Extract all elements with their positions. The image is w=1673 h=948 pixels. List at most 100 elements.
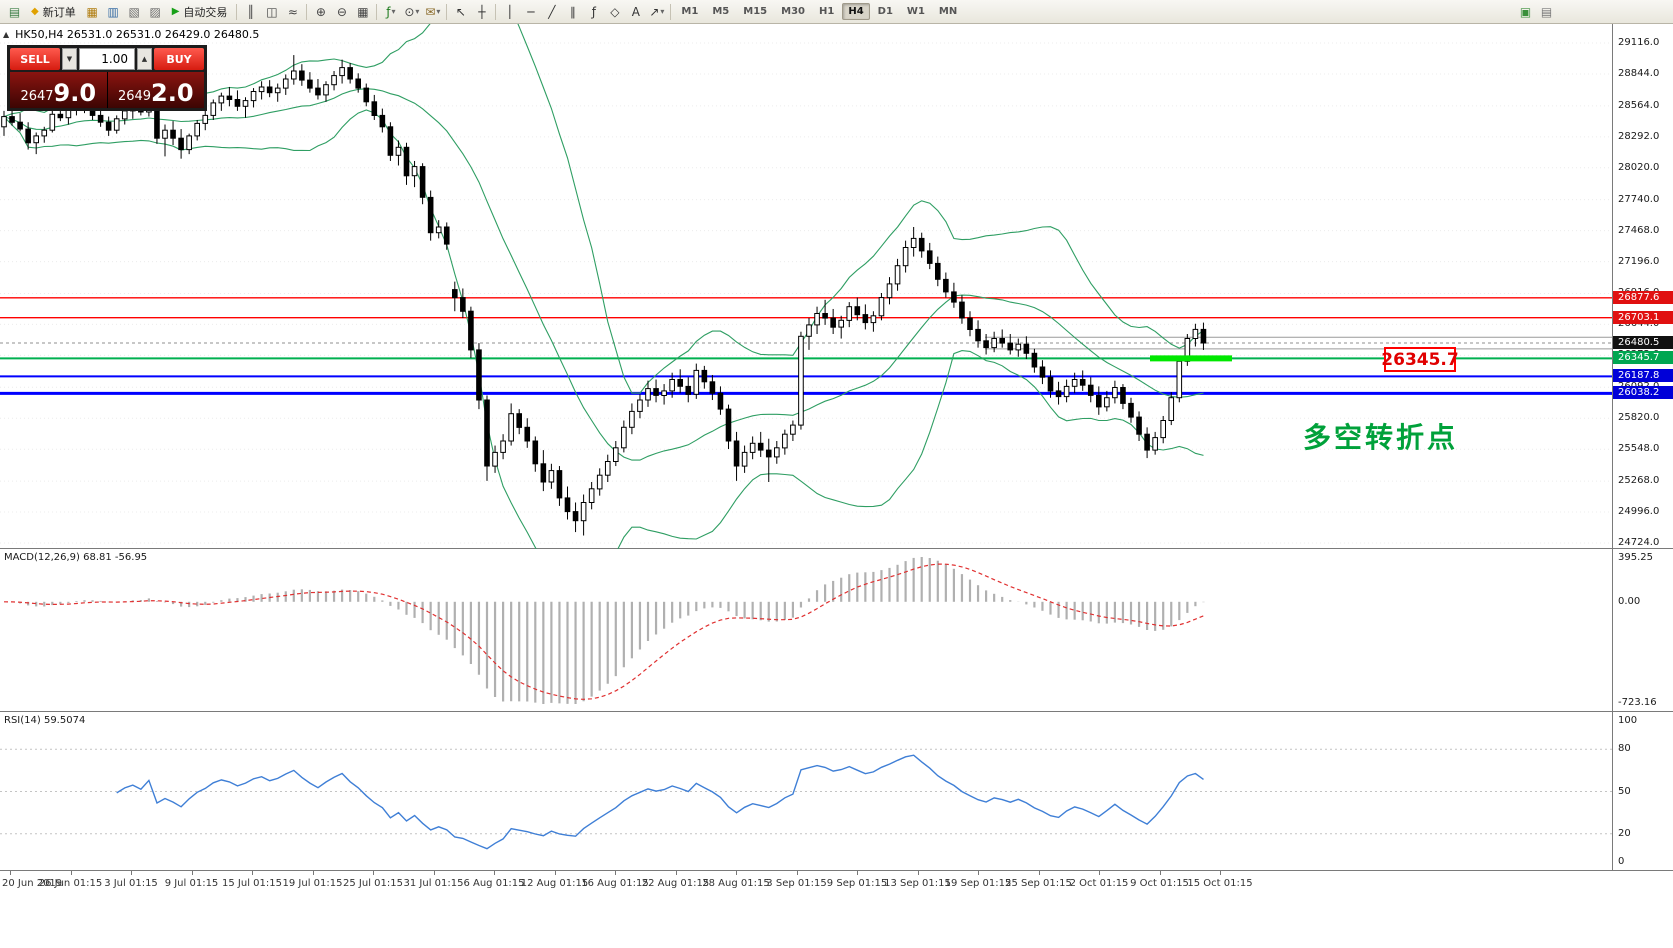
annotation-text: 多空转折点	[1303, 421, 1459, 454]
time-axis[interactable]: 20 Jun 2019 26 Jun 01:15 3 Jul 01:15 9 Jul …	[0, 871, 1673, 897]
toolbar-separator	[376, 3, 378, 20]
price-tag-26877.6: 26877.6	[1613, 290, 1673, 304]
timeframe-w1[interactable]: W1	[906, 6, 925, 17]
window-icon[interactable]: ▤	[1540, 4, 1553, 19]
price-divider	[106, 72, 108, 108]
fibonacci-icon[interactable]: ƒ	[583, 2, 604, 21]
indicator-tick: 20	[1618, 827, 1631, 839]
mini-chart-icon[interactable]: ▣	[1519, 4, 1532, 19]
indicator-tick: -723.16	[1618, 697, 1657, 708]
time-tick	[312, 871, 314, 875]
rsi-label: RSI(14) 59.5074	[4, 715, 86, 726]
toolbar-separator	[446, 3, 448, 20]
shapes-icon[interactable]: ◇	[604, 2, 625, 21]
price-tick: 25820.0	[1618, 412, 1660, 424]
time-tick	[10, 871, 11, 875]
toolbar-separator	[306, 3, 308, 20]
time-label: 12 Aug 01:15	[520, 878, 589, 889]
timeframe-mn[interactable]: MN	[938, 6, 958, 17]
price-tick: 28292.0	[1618, 130, 1660, 142]
zoom-in-icon[interactable]: ⊕	[310, 2, 331, 21]
price-tag-26480.5: 26480.5	[1613, 336, 1673, 350]
time-label: 19 Jul 01:15	[282, 878, 343, 889]
templates-dropdown[interactable]: ✉ ▾	[422, 2, 443, 21]
price-tag-26038.2: 26038.2	[1613, 386, 1673, 400]
new-order-button-label: 新订单	[42, 5, 76, 19]
zoom-in-icon: ⊕	[315, 4, 326, 19]
lot-size-input[interactable]: 1.00	[79, 48, 135, 70]
macd-panel[interactable]: MACD(12,26,9) 68.81 -56.95 395.25 0.00 -72…	[0, 549, 1673, 712]
data-window-icon[interactable]: ▥	[103, 2, 124, 21]
sell-button[interactable]: SELL	[10, 48, 60, 70]
symbol-info: ▲ HK50,H4 26531.0 26531.0 26429.0 26480.…	[3, 28, 259, 41]
time-label: 19 Sep 01:15	[944, 878, 1012, 889]
zoom-out-icon[interactable]: ⊖	[331, 2, 352, 21]
time-tick	[191, 871, 193, 875]
price-axis[interactable]: 29116.0 28844.0 28564.0 28292.0 28020.0 27740…	[1612, 24, 1673, 548]
timeframe-h1[interactable]: H1	[819, 6, 835, 17]
buy-button[interactable]: BUY	[154, 48, 204, 70]
channel-icon[interactable]: ∥	[562, 2, 583, 21]
macd-axis[interactable]: 395.25 0.00 -723.16	[1612, 549, 1673, 711]
indicator-tick: 100	[1618, 715, 1638, 726]
zoom-out-icon: ⊖	[336, 4, 347, 19]
indicators-dropdown[interactable]: ƒ ▾	[380, 2, 401, 21]
sell-price[interactable]: 2647 9.0	[10, 72, 107, 108]
time-label: 22 Aug 01:15	[641, 878, 710, 889]
cursor-icon[interactable]: ↖	[450, 2, 471, 21]
lot-decrease-button[interactable]: ▼	[62, 48, 77, 70]
timeframe-m1[interactable]: M1	[681, 6, 699, 17]
time-label: 13 Sep 01:15	[884, 878, 951, 889]
rsi-axis[interactable]: 100 80 50 20 0	[1612, 712, 1673, 870]
trendline-icon[interactable]: ╱	[541, 2, 562, 21]
indicator-tick: 0.00	[1618, 595, 1641, 607]
templates-icon: ✉	[425, 4, 436, 19]
price-tick: 27196.0	[1618, 255, 1660, 267]
timeframe-d1[interactable]: D1	[877, 6, 893, 17]
price-tick: 25548.0	[1618, 443, 1660, 455]
lot-increase-button[interactable]: ▲	[137, 48, 152, 70]
price-chart[interactable]	[0, 24, 1612, 549]
arrows-dropdown[interactable]: ↗ ▾	[646, 2, 667, 21]
time-label: 28 Aug 01:15	[702, 878, 770, 889]
new-chart-icon[interactable]: ▤	[4, 2, 25, 21]
tile-windows-icon[interactable]: ▦	[352, 2, 373, 21]
horizontal-line-icon[interactable]: ─	[520, 2, 541, 21]
timeframe-m15[interactable]: M15	[743, 6, 768, 17]
time-label: 6 Aug 01:15	[463, 878, 525, 889]
one-click-trading-panel: SELL ▼ 1.00 ▲ BUY 2647 9.0 2649 2.0	[7, 45, 207, 111]
shapes-icon: ◇	[610, 4, 620, 19]
time-tick	[917, 871, 919, 875]
new-order-button[interactable]: ◆ 新订单	[25, 2, 82, 21]
one-click-toggle-icon[interactable]: ▲	[3, 30, 10, 39]
autotrading-button[interactable]: ▶ 自动交易	[166, 2, 234, 21]
price-tick: 27468.0	[1618, 224, 1660, 236]
time-tick	[1159, 871, 1161, 875]
chart-region[interactable]: ▲ HK50,H4 26531.0 26531.0 26429.0 26480.…	[0, 24, 1673, 549]
crosshair-icon[interactable]: ┼	[471, 2, 492, 21]
timeframe-h4[interactable]: H4	[842, 3, 870, 20]
timeframe-m5[interactable]: M5	[712, 6, 730, 17]
navigator-icon: ▧	[128, 4, 140, 19]
price-tick: 28564.0	[1618, 99, 1660, 111]
candlestick-chart-icon[interactable]: ◫	[261, 2, 282, 21]
line-chart-icon[interactable]: ≈	[282, 2, 303, 21]
price-tick: 29116.0	[1618, 37, 1660, 48]
market-watch-icon: ▦	[86, 4, 98, 19]
cursor-icon: ↖	[455, 4, 466, 19]
buy-price[interactable]: 2649 2.0	[108, 72, 205, 108]
vertical-line-icon[interactable]: │	[499, 2, 520, 21]
periods-dropdown[interactable]: ⊙ ▾	[401, 2, 422, 21]
rsi-panel[interactable]: RSI(14) 59.5074 100 80 50 20 0	[0, 712, 1673, 871]
market-watch-icon[interactable]: ▦	[82, 2, 103, 21]
macd-label: MACD(12,26,9) 68.81 -56.95	[4, 552, 148, 563]
time-tick	[615, 871, 616, 875]
navigator-icon[interactable]: ▧	[124, 2, 145, 21]
text-icon[interactable]: A	[625, 2, 646, 21]
terminal-icon[interactable]: ▨	[145, 2, 166, 21]
time-label: 2 Oct 01:15	[1069, 878, 1129, 889]
rsi-chart	[0, 748, 1612, 850]
bar-chart-icon[interactable]: ║	[240, 2, 261, 21]
timeframe-m30[interactable]: M30	[781, 6, 805, 17]
time-label: 26 Jun 01:15	[38, 878, 103, 889]
